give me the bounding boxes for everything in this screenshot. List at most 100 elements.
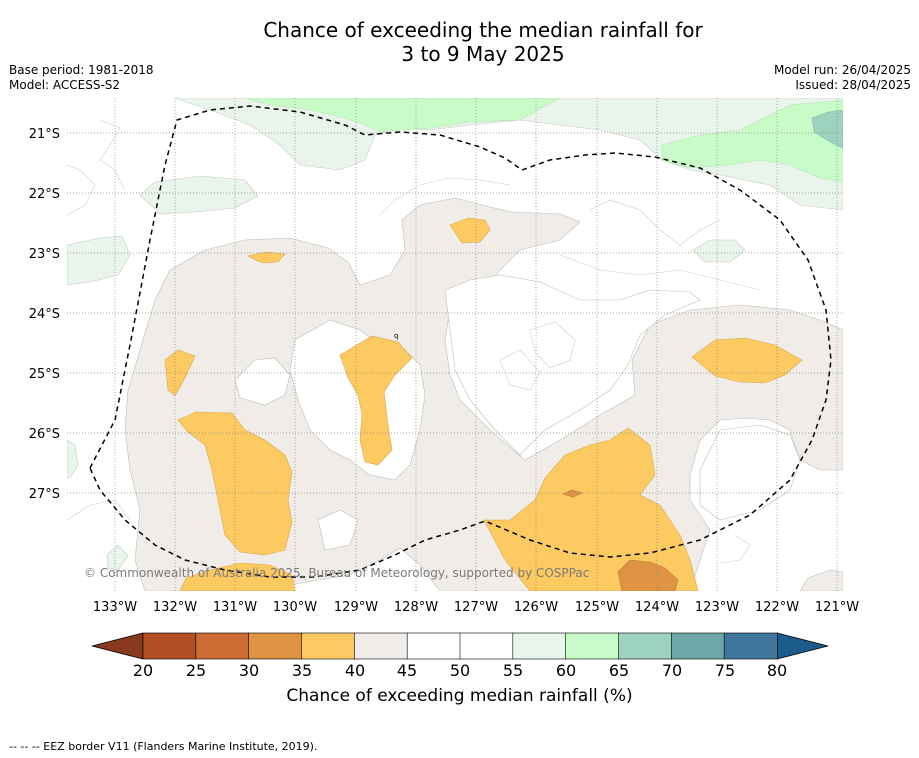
green-region-west-1 — [139, 175, 259, 215]
info-right: Model run: 26/04/2025 Issued: 28/04/2025 — [774, 63, 911, 93]
issued-text: Issued: 28/04/2025 — [795, 78, 911, 92]
orange-region-north — [449, 217, 491, 244]
model-text: Model: ACCESS-S2 — [9, 78, 121, 92]
orange-region-southeast — [483, 427, 699, 591]
lat-label: 24°S — [29, 307, 60, 322]
lon-label: 130°W — [273, 600, 317, 615]
lon-label: 126°W — [514, 600, 558, 615]
teal-region-east — [811, 109, 843, 149]
colorbar-segments — [142, 632, 778, 660]
contour-line-1 — [99, 119, 126, 191]
colorbar-segment — [671, 632, 725, 660]
lon-label: 131°W — [213, 600, 257, 615]
colorbar-segment — [459, 632, 514, 660]
lat-label: 21°S — [29, 127, 60, 142]
colorbar-label: Chance of exceeding median rainfall (%) — [286, 686, 633, 706]
colorbar-segment — [618, 632, 672, 660]
contour-lines — [67, 119, 761, 564]
lon-label: 129°W — [334, 600, 378, 615]
colorbar-segment — [301, 632, 355, 660]
white-area-inner-3 — [444, 274, 701, 456]
base-period-text: Base period: 1981-2018 — [9, 63, 154, 77]
model-run-text: Model run: 26/04/2025 — [773, 63, 911, 77]
orange-region-southwest — [177, 411, 293, 556]
lon-label: 133°W — [93, 600, 137, 615]
lon-label: 132°W — [153, 600, 197, 615]
white-area-inner-5 — [317, 509, 359, 551]
neutral-region-southeast — [799, 569, 843, 591]
contour-line-3 — [379, 177, 511, 216]
colorbar-tick: 30 — [239, 661, 259, 680]
title-line-1: Chance of exceeding the median rainfall … — [263, 18, 703, 42]
colorbar-tick: 25 — [186, 661, 206, 680]
colorbar-under-arrow — [91, 632, 144, 660]
lon-label: 123°W — [695, 600, 739, 615]
lat-labels: 21°S 22°S 23°S 24°S 25°S 26°S 27°S — [29, 127, 60, 502]
lon-label: 122°W — [755, 600, 799, 615]
colorbar-tick: 55 — [503, 661, 523, 680]
contour-line-7 — [559, 254, 761, 291]
colorbar-segment — [723, 632, 778, 660]
lon-label: 121°W — [815, 600, 859, 615]
title-line-2: 3 to 9 May 2025 — [401, 42, 565, 66]
contour-line-8 — [67, 499, 131, 521]
colorbar-segment — [248, 632, 303, 660]
small-q-label: q — [394, 332, 398, 340]
eez-footnote: -- -- -- EEZ border V11 (Flanders Marine… — [9, 740, 318, 753]
colorbar-tick: 75 — [715, 661, 735, 680]
white-area-inner-4 — [699, 424, 801, 521]
contour-line-4 — [589, 199, 721, 246]
lat-label: 23°S — [29, 247, 60, 262]
lat-label: 25°S — [29, 367, 60, 382]
contour-line-9 — [719, 534, 751, 564]
map-copyright: © Commonwealth of Australia 2025, Bureau… — [84, 566, 589, 580]
green-region-west-2 — [67, 235, 131, 286]
colorbar-ticks: 20 25 30 35 40 45 50 55 60 65 70 75 80 — [133, 661, 787, 680]
graticule — [67, 98, 843, 591]
white-area-inner-1 — [234, 357, 291, 406]
lat-label: 22°S — [29, 187, 60, 202]
orange-region-east — [691, 337, 803, 384]
colorbar-over-arrow — [776, 632, 829, 660]
eez-border — [89, 105, 832, 578]
colorbar-segment — [354, 632, 408, 660]
colorbar-segment — [512, 632, 567, 660]
lon-label: 127°W — [454, 600, 498, 615]
green-region-southwest — [106, 544, 129, 571]
lon-label: 124°W — [635, 600, 679, 615]
lon-label: 128°W — [394, 600, 438, 615]
map-plot-area: q © Commonwealth of Australia 2025, Bure… — [67, 98, 843, 591]
colorbar-tick: 70 — [662, 661, 682, 680]
colorbar: 20 25 30 35 40 45 50 55 60 65 70 75 80 — [91, 632, 829, 680]
dark-orange-dot — [562, 489, 583, 498]
colorbar-tick: 40 — [345, 661, 365, 680]
contour-line-2 — [67, 164, 96, 216]
colorbar-segment — [142, 632, 197, 660]
colorbar-tick: 60 — [556, 661, 576, 680]
orange-region-west-narrow — [164, 349, 196, 397]
contour-line-5 — [529, 321, 576, 369]
colorbar-tick: 80 — [767, 661, 787, 680]
info-left: Base period: 1981-2018 Model: ACCESS-S2 — [9, 63, 154, 93]
colorbar-tick: 35 — [292, 661, 312, 680]
chart-title: Chance of exceeding the median rainfall … — [0, 18, 919, 66]
colorbar-tick: 65 — [609, 661, 629, 680]
green-region-small-east — [692, 239, 746, 263]
colorbar-segment — [195, 632, 250, 660]
orange-region-south-edge — [179, 562, 296, 591]
orange-region-central — [339, 335, 413, 466]
green-region-west-3 — [67, 439, 79, 479]
colorbar-segment — [565, 632, 620, 660]
lon-labels: 133°W 132°W 131°W 130°W 129°W 128°W 127°… — [93, 600, 859, 615]
lon-label: 125°W — [575, 600, 619, 615]
bright-green-region-north — [244, 98, 561, 133]
colorbar-segment — [406, 632, 461, 660]
colorbar-tick: 20 — [133, 661, 153, 680]
contour-line-6 — [499, 349, 541, 391]
lat-label: 26°S — [29, 427, 60, 442]
lat-label: 27°S — [29, 487, 60, 502]
dark-orange-region — [617, 559, 679, 591]
colorbar-tick: 45 — [397, 661, 417, 680]
bright-green-region-east — [661, 99, 843, 183]
